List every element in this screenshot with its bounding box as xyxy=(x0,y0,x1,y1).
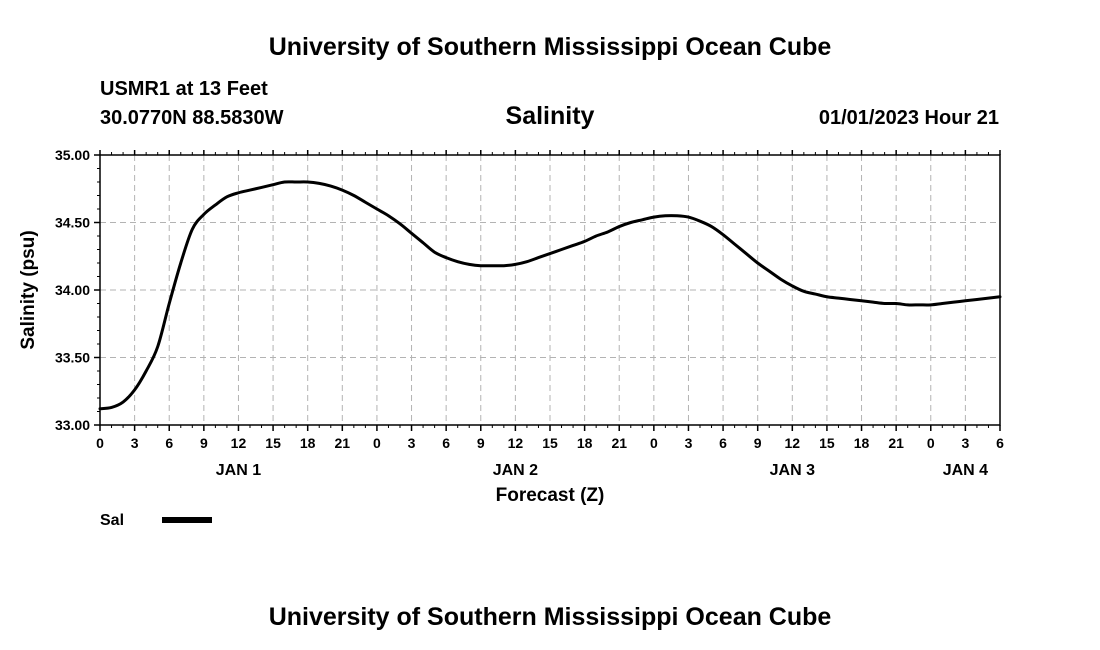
day-label: JAN 1 xyxy=(216,462,261,479)
chart-title: Salinity xyxy=(506,102,595,130)
x-tick-label: 18 xyxy=(577,435,593,451)
day-labels: JAN 1 JAN 2 JAN 3 JAN 4 xyxy=(216,462,988,479)
page-title-bottom: University of Southern Mississippi Ocean… xyxy=(269,603,832,631)
x-tick-label: 6 xyxy=(165,435,173,451)
x-axis-ticks: 0 3 6 9 12 15 18 21 0 3 6 9 12 15 18 21 0 3 6 9 12 15 18 21 0 3 6 xyxy=(96,150,1004,451)
x-tick-label: 6 xyxy=(719,435,727,451)
day-label: JAN 3 xyxy=(770,462,815,479)
x-tick-label: 3 xyxy=(408,435,416,451)
y-tick-label: 35.00 xyxy=(55,147,90,163)
page-title-top: University of Southern Mississippi Ocean… xyxy=(269,33,832,61)
x-tick-label: 15 xyxy=(542,435,558,451)
datetime-label: 01/01/2023 Hour 21 xyxy=(819,107,999,129)
x-tick-label: 18 xyxy=(854,435,870,451)
y-axis-ticks: 33.00 33.50 34.00 34.50 35.00 xyxy=(55,147,100,433)
day-label: JAN 2 xyxy=(493,462,538,479)
grid-lines xyxy=(100,155,1000,425)
y-axis-label: Salinity (psu) xyxy=(18,230,39,349)
x-tick-label: 21 xyxy=(335,435,351,451)
x-tick-label: 12 xyxy=(785,435,801,451)
day-label: JAN 4 xyxy=(943,462,988,479)
x-tick-label: 6 xyxy=(996,435,1004,451)
y-tick-label: 33.50 xyxy=(55,350,90,366)
x-tick-label: 0 xyxy=(650,435,658,451)
location-label: 30.0770N 88.5830W xyxy=(100,107,284,129)
x-tick-label: 21 xyxy=(888,435,904,451)
x-tick-label: 0 xyxy=(96,435,104,451)
y-tick-label: 34.50 xyxy=(55,215,90,231)
x-tick-label: 18 xyxy=(300,435,316,451)
x-tick-label: 12 xyxy=(231,435,247,451)
x-tick-label: 12 xyxy=(508,435,524,451)
salinity-series-line xyxy=(98,180,1002,411)
y-tick-label: 33.00 xyxy=(55,417,90,433)
x-tick-label: 15 xyxy=(819,435,835,451)
x-tick-label: 3 xyxy=(131,435,139,451)
x-tick-label: 3 xyxy=(961,435,969,451)
legend-swatch xyxy=(162,517,212,523)
x-tick-label: 21 xyxy=(611,435,627,451)
x-tick-label: 9 xyxy=(477,435,485,451)
x-tick-label: 0 xyxy=(927,435,935,451)
x-tick-label: 0 xyxy=(373,435,381,451)
x-axis-label: Forecast (Z) xyxy=(496,485,605,506)
x-tick-label: 9 xyxy=(200,435,208,451)
x-tick-label: 9 xyxy=(754,435,762,451)
station-label: USMR1 at 13 Feet xyxy=(100,78,268,100)
x-tick-label: 15 xyxy=(265,435,281,451)
legend: Sal xyxy=(100,512,212,529)
legend-label: Sal xyxy=(100,512,124,529)
x-tick-label: 3 xyxy=(685,435,693,451)
x-tick-label: 6 xyxy=(442,435,450,451)
y-tick-label: 34.00 xyxy=(55,282,90,298)
